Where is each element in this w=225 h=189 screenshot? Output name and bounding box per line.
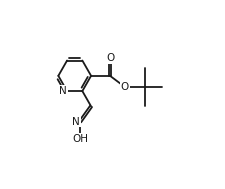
- Text: OH: OH: [72, 134, 88, 144]
- Text: O: O: [105, 53, 114, 63]
- Text: N: N: [72, 117, 80, 127]
- Text: N: N: [59, 86, 67, 96]
- Text: O: O: [120, 82, 128, 92]
